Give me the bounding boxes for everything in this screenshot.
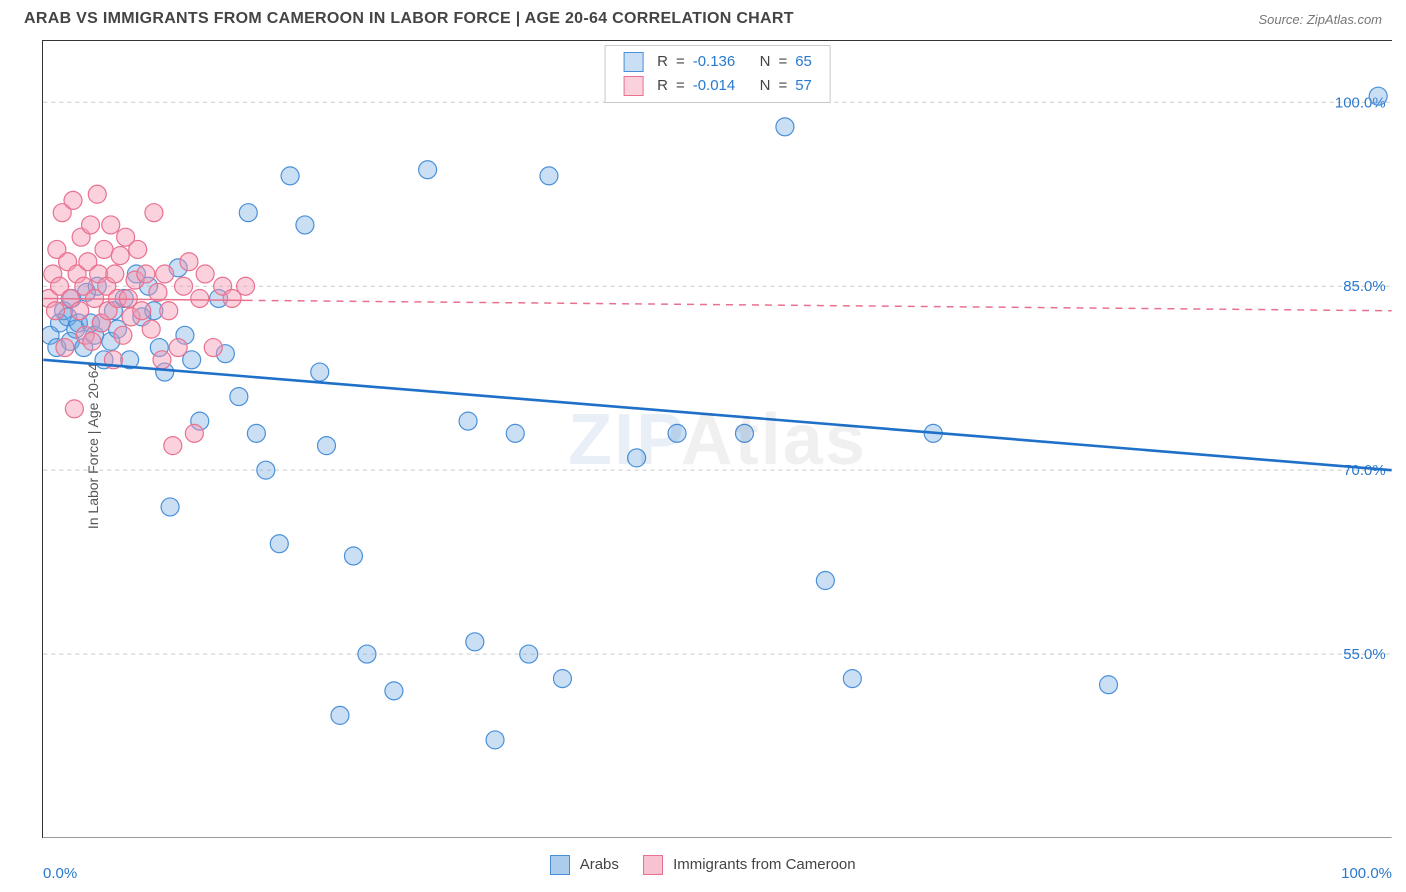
legend-row-arabs: R = -0.136 N = 65 xyxy=(623,50,812,74)
chart-area: 55.0%70.0%85.0%100.0% ZIPAtlas R = -0.13… xyxy=(42,40,1392,838)
square-icon xyxy=(623,76,643,96)
svg-text:85.0%: 85.0% xyxy=(1343,278,1385,295)
legend-row-cameroon: R = -0.014 N = 57 xyxy=(623,74,812,98)
scatter-chart: 55.0%70.0%85.0%100.0% xyxy=(43,41,1392,838)
n-value-cameroon: 57 xyxy=(795,74,812,98)
legend-item-cameroon: Immigrants from Cameroon xyxy=(643,855,856,875)
r-value-cameroon: -0.014 xyxy=(693,74,736,98)
square-icon xyxy=(643,855,663,875)
correlation-legend: R = -0.136 N = 65 R = -0.014 N = 57 xyxy=(604,45,831,103)
r-value-arabs: -0.136 xyxy=(693,50,736,74)
source-label: Source: ZipAtlas.com xyxy=(1258,12,1382,27)
series-legend: Arabs Immigrants from Cameroon xyxy=(0,842,1406,888)
chart-title: ARAB VS IMMIGRANTS FROM CAMEROON IN LABO… xyxy=(24,10,794,28)
n-value-arabs: 65 xyxy=(795,50,812,74)
legend-item-arabs: Arabs xyxy=(550,855,619,875)
svg-text:55.0%: 55.0% xyxy=(1343,646,1385,663)
svg-text:70.0%: 70.0% xyxy=(1343,462,1385,479)
square-icon xyxy=(623,52,643,72)
square-icon xyxy=(550,855,570,875)
